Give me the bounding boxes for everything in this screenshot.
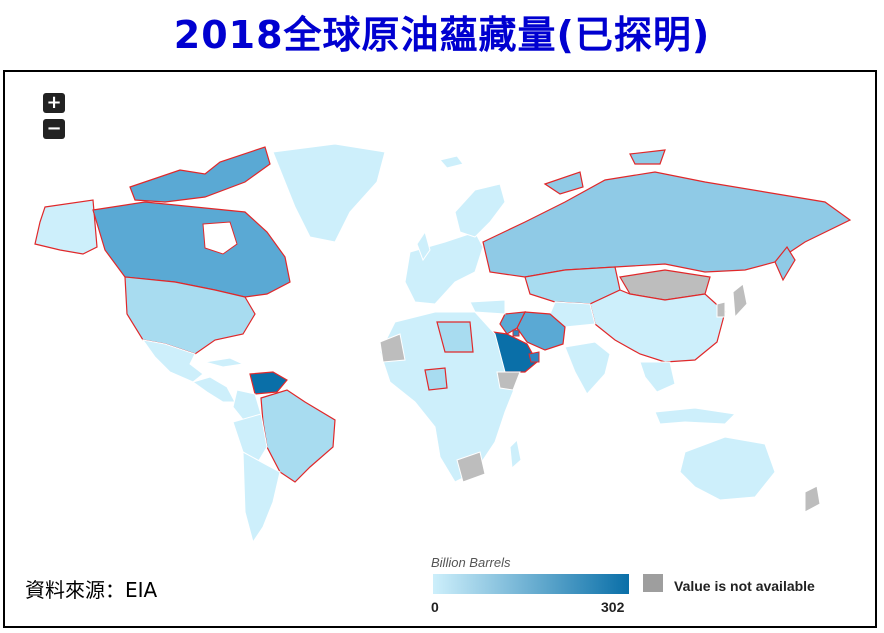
zoom-in-button[interactable]: + [43, 93, 65, 113]
country-canada-arctic-islands [129, 146, 271, 203]
world-map[interactable] [5, 72, 875, 626]
country-greenland [272, 143, 386, 243]
country-europe [404, 231, 484, 305]
legend-title: Billion Barrels [431, 555, 511, 570]
country-china [589, 289, 726, 363]
country-uk [416, 230, 431, 262]
country-scandinavia [454, 183, 506, 238]
legend-na-label: Value is not available [674, 578, 815, 594]
country-kuwait [512, 329, 520, 337]
country-cuba [204, 357, 245, 368]
country-argentina-chile [242, 451, 281, 544]
country-uae [528, 351, 540, 363]
country-peru-bolivia [232, 413, 268, 468]
country-iraq [499, 311, 527, 335]
country-australia [679, 436, 776, 501]
data-source-label: 資料來源：EIA [25, 578, 158, 602]
map-title: 2018全球原油蘊藏量(已探明) [173, 13, 711, 57]
country-mexico [141, 339, 204, 383]
country-namibia [456, 451, 486, 483]
country-libya [436, 321, 474, 353]
country-western-sahara [379, 333, 406, 363]
country-new-zealand [804, 485, 821, 513]
country-russia [482, 171, 852, 278]
country-nigeria [424, 367, 448, 391]
country-canada [92, 201, 291, 298]
country-central-america [191, 376, 236, 403]
country-iceland [439, 155, 464, 169]
legend-color-scale [433, 574, 629, 594]
country-korea [716, 301, 726, 318]
country-turkey [469, 299, 506, 315]
country-russia-novaya-zemlya [543, 171, 584, 195]
hudson-bay [202, 221, 238, 255]
zoom-out-button[interactable]: − [43, 119, 65, 139]
country-africa [379, 311, 518, 483]
country-venezuela [249, 371, 288, 395]
country-alaska [34, 199, 98, 255]
legend-max-label: 302 [601, 599, 625, 615]
country-russia-severnaya [629, 149, 666, 165]
country-southeast-asia [639, 361, 676, 393]
map-frame: + − 資料來源：EIA Billion Barrels 0 302 Value… [3, 70, 877, 628]
country-indonesia [654, 407, 737, 425]
country-somalia [496, 371, 521, 391]
country-central-asia [549, 301, 596, 328]
legend-min-label: 0 [431, 599, 439, 615]
country-india [564, 341, 611, 395]
country-japan [732, 283, 748, 319]
legend-na-swatch [643, 574, 663, 592]
countries-layer [34, 143, 852, 544]
country-madagascar [509, 438, 522, 470]
country-russia-kamchatka [774, 245, 796, 282]
country-united-states [124, 276, 256, 355]
